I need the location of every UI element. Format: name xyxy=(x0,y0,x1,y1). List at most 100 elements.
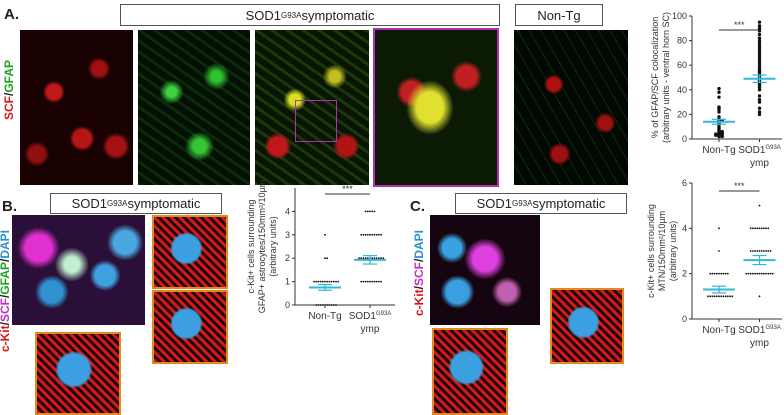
data-point xyxy=(726,295,729,298)
data-point xyxy=(763,250,765,252)
side-label-part: DAPI xyxy=(412,230,426,259)
data-point xyxy=(724,272,727,275)
data-point xyxy=(752,227,754,230)
micrograph-merge xyxy=(255,30,369,185)
data-point xyxy=(375,233,378,236)
data-point xyxy=(369,280,371,283)
data-point xyxy=(319,304,322,306)
data-point xyxy=(763,227,765,230)
data-point xyxy=(752,272,754,275)
y-label-line: (arbitrary units) xyxy=(268,216,278,277)
panel-b-side-label: c-Kit/SCF/GFAP/DAPI xyxy=(0,230,12,352)
label-main: SOD1 xyxy=(349,311,377,322)
data-point xyxy=(763,272,765,275)
chart-a: 0 20 40 60 80 100% of GFAP/SCF colocalization… xyxy=(640,0,784,190)
x-tick-label: SOD1G93A xyxy=(738,145,781,156)
data-point xyxy=(758,295,761,298)
data-point xyxy=(731,295,734,298)
data-point xyxy=(377,233,380,236)
data-point xyxy=(757,32,762,37)
data-point xyxy=(321,280,324,283)
data-point xyxy=(758,272,761,275)
data-point xyxy=(757,36,762,40)
inset-b-1 xyxy=(152,215,228,289)
data-point xyxy=(760,227,763,230)
data-point xyxy=(754,250,756,252)
header-sup: G93A xyxy=(280,10,302,20)
data-point xyxy=(757,56,762,60)
data-point xyxy=(718,250,720,252)
micrograph-scf xyxy=(20,30,133,185)
data-point xyxy=(324,233,326,236)
data-point xyxy=(335,304,337,306)
data-point xyxy=(707,295,709,298)
data-point xyxy=(375,280,378,283)
data-point xyxy=(757,106,762,110)
data-point xyxy=(366,280,369,283)
y-tick-label: 2 xyxy=(682,269,687,279)
data-point xyxy=(749,250,752,252)
data-point xyxy=(757,26,762,30)
data-point xyxy=(749,227,752,230)
x-tick-label-2: ymp xyxy=(750,158,769,169)
data-point xyxy=(335,280,337,283)
data-point xyxy=(757,48,762,53)
data-point xyxy=(757,88,762,92)
data-point xyxy=(757,58,762,62)
data-point xyxy=(332,280,335,283)
chart-c: 0 2 4 6 c-Kit+ cells surroundingMTN/150mm²/1… xyxy=(640,170,784,360)
side-label-part: DAPI xyxy=(0,230,12,259)
header-text: SOD1 xyxy=(245,7,281,23)
data-point xyxy=(315,280,318,283)
data-point xyxy=(371,210,374,213)
data-point xyxy=(366,210,369,213)
data-point xyxy=(752,250,754,252)
data-point xyxy=(765,250,767,252)
data-point xyxy=(769,250,772,252)
data-point xyxy=(317,280,320,283)
data-point xyxy=(767,272,770,275)
data-point xyxy=(360,233,363,236)
data-point xyxy=(377,257,380,260)
data-point xyxy=(758,204,761,207)
side-label-part: SCF xyxy=(0,298,12,323)
data-point xyxy=(757,97,762,102)
header-rest: symptomatic xyxy=(532,196,606,211)
data-point xyxy=(722,295,725,298)
y-tick-label: 100 xyxy=(672,11,687,21)
y-tick-label: 60 xyxy=(677,60,687,70)
data-point xyxy=(757,38,762,43)
side-label-part: c-Kit xyxy=(0,325,12,353)
data-point xyxy=(364,233,367,236)
data-point xyxy=(715,272,718,275)
micrograph-zoom xyxy=(373,28,499,187)
y-axis-label: c-Kit+ cells surroundingMTN/150mm²/10µm(… xyxy=(646,204,678,298)
label-main: SOD1 xyxy=(738,145,766,156)
x-tick-label: Non-Tg xyxy=(702,325,735,336)
x-tick-label-2: ymp xyxy=(750,338,769,349)
data-point xyxy=(757,100,762,104)
panel-a-nontg-header: Non-Tg xyxy=(515,4,603,26)
data-point xyxy=(362,233,365,236)
header-text: SOD1 xyxy=(476,196,512,211)
data-point xyxy=(326,280,329,283)
header-rest: symptomatic xyxy=(301,7,375,23)
data-point xyxy=(715,295,718,298)
data-point xyxy=(317,304,320,306)
data-point xyxy=(720,295,723,298)
header-rest: symptomatic xyxy=(127,196,201,211)
data-point xyxy=(711,272,714,275)
y-label-line: c-Kit+ cells surrounding xyxy=(246,200,256,294)
data-point xyxy=(709,295,712,298)
zoom-region-box xyxy=(295,100,337,142)
y-tick-label: 2 xyxy=(285,253,290,263)
data-point xyxy=(757,41,762,45)
data-point xyxy=(371,233,374,236)
data-point xyxy=(718,272,720,275)
panel-c-side-label: c-Kit/SCF/DAPI xyxy=(412,230,426,316)
data-point xyxy=(373,210,376,213)
data-point xyxy=(757,53,762,58)
data-point xyxy=(757,46,762,50)
data-point xyxy=(757,85,762,90)
inset-b-3 xyxy=(35,332,121,415)
